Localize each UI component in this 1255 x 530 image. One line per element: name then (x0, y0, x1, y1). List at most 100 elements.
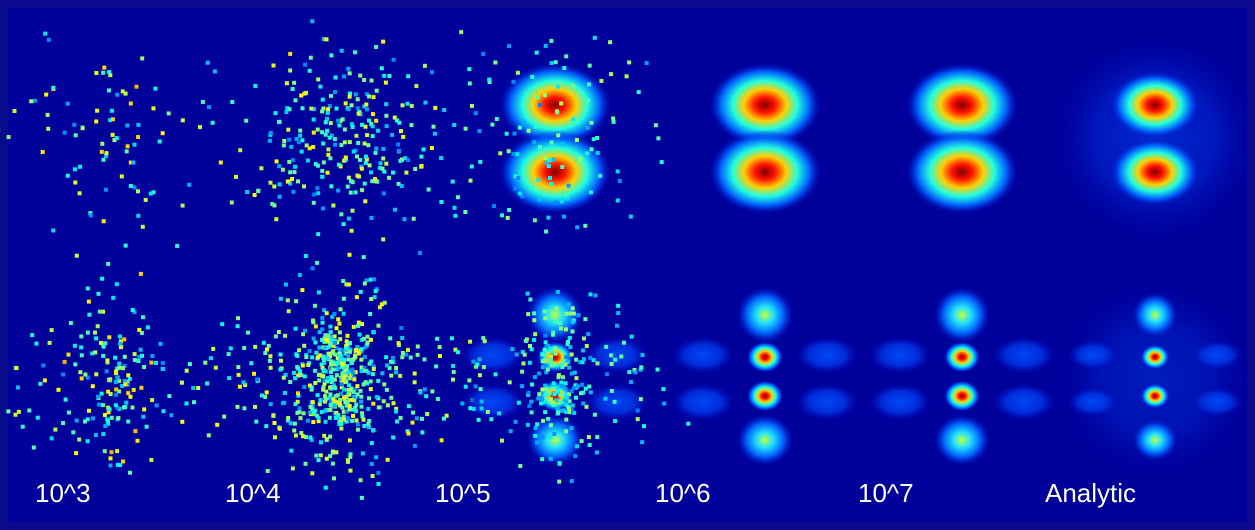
sample-pixel (106, 262, 110, 266)
density-blob (1140, 345, 1169, 370)
sample-pixel (381, 157, 385, 161)
density-blob (1132, 292, 1178, 338)
sample-pixel (451, 378, 455, 382)
sample-pixel (467, 378, 471, 382)
sample-pixel (546, 368, 550, 372)
sample-pixel (548, 391, 552, 395)
sample-pixel (230, 100, 234, 104)
sample-pixel (326, 376, 330, 380)
sample-pixel (6, 409, 10, 413)
sample-pixel (464, 385, 468, 389)
sample-pixel (278, 182, 282, 186)
sample-pixel (94, 120, 98, 124)
sample-pixel (316, 128, 320, 132)
sample-pixel (425, 412, 429, 416)
sample-pixel (570, 479, 574, 483)
sample-pixel (386, 403, 390, 407)
sample-pixel (471, 360, 475, 364)
sample-pixel (384, 355, 388, 359)
sample-pixel (360, 188, 364, 192)
sample-pixel (313, 369, 317, 373)
sample-pixel (326, 107, 330, 111)
sample-pixel (482, 365, 486, 369)
sample-pixel (335, 107, 339, 111)
sample-pixel (67, 353, 71, 357)
sample-pixel (351, 408, 355, 412)
sample-pixel (368, 163, 372, 167)
sample-pixel (335, 361, 339, 365)
sample-pixel (347, 283, 351, 287)
sample-pixel (287, 138, 291, 142)
sample-pixel (293, 422, 297, 426)
sample-pixel (362, 424, 366, 428)
sample-pixel (616, 169, 620, 173)
sample-pixel (609, 353, 613, 357)
sample-pixel (385, 363, 389, 367)
sample-pixel (492, 204, 496, 208)
sample-pixel (209, 356, 213, 360)
sample-pixel (410, 104, 414, 108)
sample-pixel (367, 94, 371, 98)
sample-pixel (530, 75, 534, 79)
sample-pixel (401, 351, 405, 355)
sample-pixel (80, 353, 84, 357)
sample-pixel (593, 36, 597, 40)
sample-pixel (354, 92, 358, 96)
sample-pixel (87, 300, 91, 304)
sample-pixel (518, 192, 522, 196)
sample-pixel (419, 165, 423, 169)
sample-pixel (374, 455, 378, 459)
sample-pixel (451, 180, 455, 184)
sample-pixel (113, 356, 117, 360)
sample-pixel (255, 378, 259, 382)
sample-pixel (320, 410, 324, 414)
sample-pixel (490, 123, 494, 127)
sample-pixel (452, 123, 456, 127)
sample-pixel (528, 344, 532, 348)
sample-pixel (306, 363, 310, 367)
sample-pixel (371, 134, 375, 138)
sample-pixel (253, 84, 257, 88)
sample-pixel (297, 348, 301, 352)
sample-pixel (275, 159, 279, 163)
sample-pixel (576, 384, 580, 388)
sample-pixel (301, 332, 305, 336)
sample-pixel (343, 400, 347, 404)
sample-pixel (306, 159, 310, 163)
sample-pixel (346, 416, 350, 420)
sample-pixel (397, 341, 401, 345)
sample-pixel (574, 358, 578, 362)
sample-pixel (66, 174, 70, 178)
sample-pixel (341, 117, 345, 121)
sample-pixel (365, 133, 369, 137)
sample-pixel (89, 213, 93, 217)
sample-pixel (274, 217, 278, 221)
sample-pixel (278, 368, 282, 372)
sample-pixel (74, 133, 78, 137)
sample-pixel (188, 362, 192, 366)
sample-pixel (102, 219, 106, 223)
sample-pixel (415, 416, 419, 420)
sample-pixel (253, 193, 257, 197)
sample-pixel (580, 383, 584, 387)
sample-pixel (99, 341, 103, 345)
sample-pixel (331, 462, 335, 466)
sample-pixel (586, 126, 590, 130)
sample-pixel (543, 316, 547, 320)
sample-pixel (377, 405, 381, 409)
sample-pixel (270, 202, 274, 206)
sample-pixel (294, 327, 298, 331)
sample-pixel (315, 186, 319, 190)
sample-pixel (106, 390, 110, 394)
sample-pixel (356, 141, 360, 145)
sample-pixel (83, 420, 87, 424)
sample-pixel (376, 379, 380, 383)
sample-pixel (285, 81, 289, 85)
sample-pixel (328, 156, 332, 160)
sample-pixel (329, 184, 333, 188)
sample-pixel (211, 121, 215, 125)
sample-pixel (376, 129, 380, 133)
sample-pixel (468, 82, 472, 86)
sample-pixel (311, 319, 315, 323)
sample-pixel (554, 60, 558, 64)
